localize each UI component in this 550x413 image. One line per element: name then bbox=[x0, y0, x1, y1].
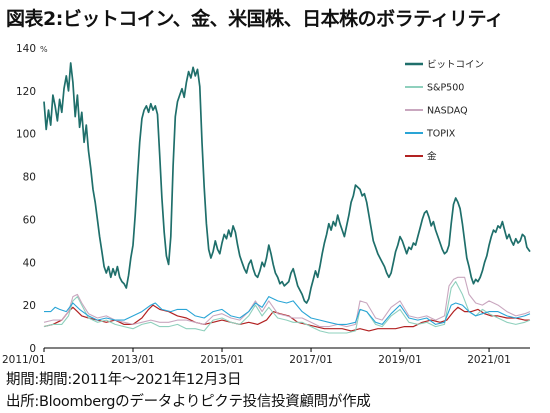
chart-series-lines bbox=[43, 62, 531, 334]
series-line bbox=[44, 296, 531, 325]
chart-title: 図表2:ビットコイン、金、米国株、日本株のボラティリティ bbox=[6, 8, 504, 30]
x-tick-label: 2013/01 bbox=[111, 354, 155, 366]
y-tick-label: 60 bbox=[23, 214, 36, 226]
y-tick-label: 100 bbox=[16, 129, 36, 141]
period-note: 期間:期間:2011年～2021年12月3日 bbox=[6, 372, 242, 388]
y-tick-label: 40 bbox=[23, 257, 36, 269]
legend-label: S&P500 bbox=[427, 83, 464, 94]
x-tick-label: 2017/01 bbox=[289, 354, 333, 366]
series-line bbox=[43, 62, 531, 304]
y-tick-label: 0 bbox=[29, 343, 36, 355]
y-tick-label: 120 bbox=[16, 86, 36, 98]
y-tick-label: 20 bbox=[23, 300, 36, 312]
x-tick-label: 2011/01 bbox=[2, 354, 46, 366]
y-tick-label: 80 bbox=[23, 172, 36, 184]
legend-label: NASDAQ bbox=[427, 106, 468, 117]
x-tick-label: 2021/01 bbox=[467, 354, 511, 366]
chart-axes: 0 20 40 60 80 100 120 140 % 2011/01 2013/01 2015/01… bbox=[2, 43, 530, 366]
y-tick-label: 140 bbox=[16, 43, 36, 55]
y-unit-label: % bbox=[40, 45, 48, 54]
x-tick-label: 2015/01 bbox=[200, 354, 244, 366]
legend-label: ビットコイン bbox=[427, 60, 484, 71]
chart-legend: ビットコイン S&P500 NASDAQ TOPIX 金 bbox=[405, 60, 484, 163]
series-line bbox=[43, 304, 530, 332]
series-line bbox=[43, 281, 531, 334]
legend-label: TOPIX bbox=[426, 129, 456, 140]
source-note: 出所:Bloombergのデータよりピクテ投信投資顧問が作成 bbox=[6, 394, 371, 410]
x-tick-label: 2019/01 bbox=[378, 354, 422, 366]
series-line bbox=[43, 276, 531, 328]
legend-label: 金 bbox=[427, 151, 437, 163]
